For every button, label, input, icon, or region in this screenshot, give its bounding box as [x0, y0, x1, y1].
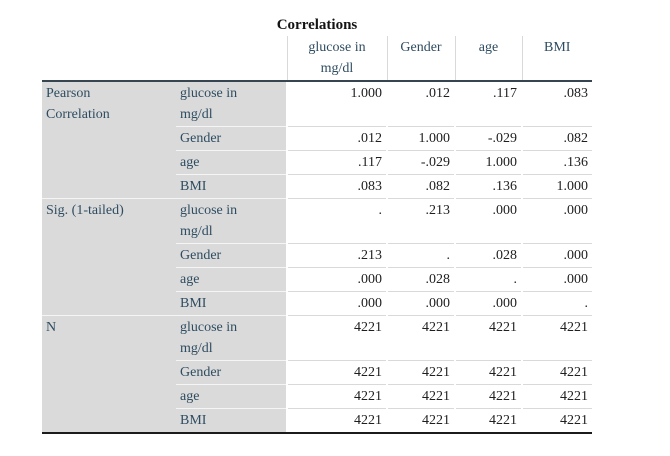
row-label: glucose in mg/dl — [176, 315, 287, 361]
value-cell: .000 — [521, 267, 592, 292]
table-row: BMI .000.000.000. — [42, 291, 592, 316]
table-title: Correlations — [276, 17, 358, 33]
value-cell: .082 — [521, 126, 592, 151]
value-cell: 4221 — [286, 408, 387, 432]
value-cell: .213 — [386, 198, 455, 244]
value-cell: .117 — [286, 150, 387, 175]
value-cell: 4221 — [454, 384, 522, 409]
value-cell: .028 — [386, 267, 455, 292]
column-header-gender: Gender — [386, 36, 455, 82]
row-label: age — [176, 384, 287, 409]
column-header-bmi: BMI — [521, 36, 592, 82]
column-header-age: age — [454, 36, 522, 82]
value-cell: .000 — [286, 267, 387, 292]
value-cell: .000 — [286, 291, 387, 316]
value-cell: 4221 — [521, 408, 592, 432]
table-row: Gender 4221 4221 4221 4221 — [42, 360, 592, 385]
value-cell: .117 — [454, 80, 522, 127]
table-row: age 4221 4221 4221 4221 — [42, 384, 592, 409]
group-label: N — [42, 315, 176, 432]
value-cell: 4221 — [286, 384, 387, 409]
value-cell: .083 — [521, 80, 592, 127]
value-cell: -.029 — [454, 126, 522, 151]
table-row: Pearson Correlation glucose in mg/dl 1.000… — [42, 80, 592, 199]
value-cell: 4221 — [386, 408, 455, 432]
value-cell: 4221 — [386, 315, 455, 361]
table-header: glucose in mg/dl Gender age BMI — [42, 36, 592, 82]
value-cell: .012 — [386, 80, 455, 127]
value-cell: 4221 — [521, 384, 592, 409]
value-cell: .136 — [521, 150, 592, 175]
value-cell: -.029 — [386, 150, 455, 175]
value-cell: 1.000 — [521, 174, 592, 199]
table-body: Pearson Correlation glucose in mg/dl 1.000… — [42, 80, 592, 432]
value-cell: .000 — [521, 243, 592, 268]
value-cell: . — [521, 291, 592, 316]
value-cell: .213 — [286, 243, 387, 268]
column-header-glucose: glucose in mg/dl — [286, 36, 387, 82]
value-cell: 4221 — [454, 408, 522, 432]
value-cell: .000 — [386, 291, 455, 316]
value-cell: 1.000 — [386, 126, 455, 151]
value-cell: . — [286, 198, 387, 244]
value-cell: 4221 — [286, 360, 387, 385]
table-row: age .117 -.029 1.000.136 — [42, 150, 592, 175]
table-row: BMI 4221 4221 4221 4221 — [42, 408, 592, 432]
value-cell: .083 — [286, 174, 387, 199]
value-cell: 4221 — [286, 315, 387, 361]
row-label: glucose in mg/dl — [176, 198, 287, 244]
stub-head-group — [42, 36, 176, 82]
row-label: BMI — [176, 291, 287, 316]
value-cell: . — [454, 267, 522, 292]
value-cell: .000 — [454, 198, 522, 244]
value-cell: .082 — [386, 174, 455, 199]
value-cell: 1.000 — [286, 80, 387, 127]
value-cell: 4221 — [454, 315, 522, 361]
table-row: Gender .012 1.000 -.029.082 — [42, 126, 592, 151]
table-row: Gender .213. .028.000 — [42, 243, 592, 268]
value-cell: .028 — [454, 243, 522, 268]
value-cell: 4221 — [386, 360, 455, 385]
correlations-table: glucose in mg/dl Gender age BMI Pearson … — [42, 36, 592, 432]
value-cell: 4221 — [521, 360, 592, 385]
value-cell: 4221 — [386, 384, 455, 409]
table-row: Sig. (1-tailed) glucose in mg/dl. .213.000… — [42, 198, 592, 316]
value-cell: . — [386, 243, 455, 268]
row-label: BMI — [176, 408, 287, 432]
row-label: Gender — [176, 360, 287, 385]
row-label: Gender — [176, 126, 287, 151]
correlations-table-container: Correlations glucose in mg/dl Gender age… — [42, 17, 592, 434]
value-cell: .136 — [454, 174, 522, 199]
table-row: BMI .083.082.136 1.000 — [42, 174, 592, 199]
value-cell: .000 — [521, 198, 592, 244]
row-label: Gender — [176, 243, 287, 268]
value-cell: .012 — [286, 126, 387, 151]
row-label: BMI — [176, 174, 287, 199]
value-cell: 1.000 — [454, 150, 522, 175]
table-row: age .000.028. .000 — [42, 267, 592, 292]
value-cell: .000 — [454, 291, 522, 316]
value-cell: 4221 — [454, 360, 522, 385]
value-cell: 4221 — [521, 315, 592, 361]
stub-head-variable — [176, 36, 287, 82]
group-label: Sig. (1-tailed) — [42, 198, 176, 316]
row-label: age — [176, 150, 287, 175]
row-label: age — [176, 267, 287, 292]
group-label: Pearson Correlation — [42, 80, 176, 199]
row-label: glucose in mg/dl — [176, 80, 287, 127]
